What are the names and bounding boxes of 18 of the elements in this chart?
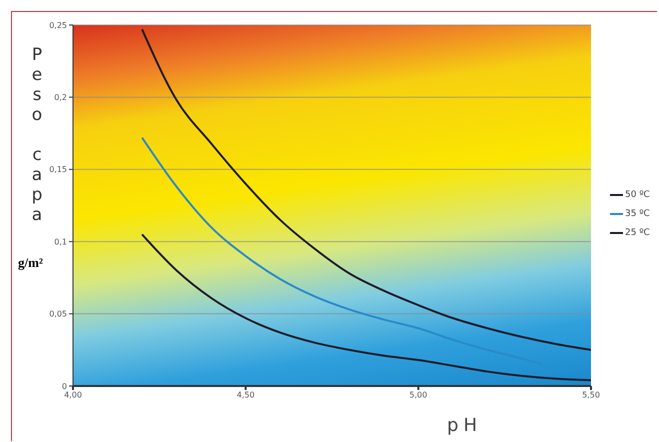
- line-series: [141, 233, 591, 382]
- legend-label: 35 ºC: [625, 208, 650, 218]
- y-tick-label: 0,1: [54, 237, 67, 246]
- x-tick-label: 4,50: [236, 390, 255, 400]
- legend-label: 50 ºC: [625, 190, 650, 200]
- line-series: [141, 28, 591, 351]
- y-tick-label: 0,15: [49, 165, 67, 174]
- x-tick-label: 4,00: [64, 390, 82, 400]
- x-tick-label: 5,00: [409, 390, 428, 400]
- y-tick-label: 0,2: [54, 93, 67, 102]
- x-axis-title: pH: [446, 415, 483, 436]
- line-series: [141, 136, 544, 366]
- x-tick-label: 5,50: [582, 390, 600, 400]
- y-tick-label: 0: [62, 382, 67, 391]
- legend-label: 25 ºC: [625, 228, 650, 238]
- y-tick-label: 0,25: [49, 20, 67, 30]
- y-tick-label: 0,05: [49, 310, 67, 319]
- text: Peso capa g/m²: [18, 45, 47, 270]
